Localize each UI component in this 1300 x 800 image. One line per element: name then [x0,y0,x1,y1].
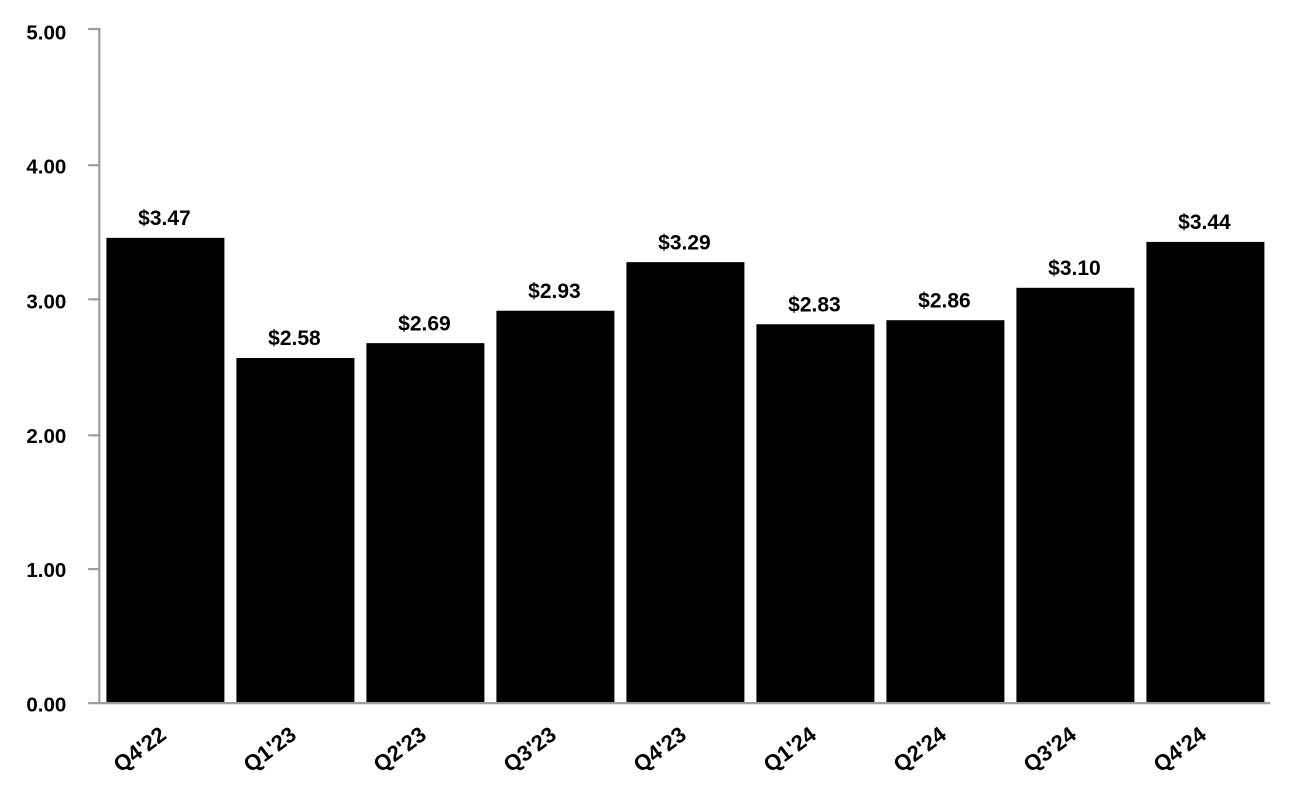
svg-text:$3.29: $3.29 [658,231,711,254]
svg-text:2.00: 2.00 [26,425,66,448]
svg-text:5.00: 5.00 [26,21,66,44]
svg-text:1.00: 1.00 [26,559,66,582]
svg-text:$2.69: $2.69 [398,312,451,335]
svg-text:0.00: 0.00 [26,694,66,717]
svg-text:$2.83: $2.83 [788,293,841,316]
svg-text:$2.93: $2.93 [528,280,581,303]
svg-text:3.00: 3.00 [26,290,66,313]
svg-text:$3.44: $3.44 [1178,211,1231,234]
svg-text:4.00: 4.00 [26,156,66,179]
svg-text:$3.47: $3.47 [138,207,191,230]
svg-text:$2.58: $2.58 [268,327,321,350]
svg-text:$3.10: $3.10 [1048,257,1101,280]
svg-text:$2.86: $2.86 [918,289,971,312]
